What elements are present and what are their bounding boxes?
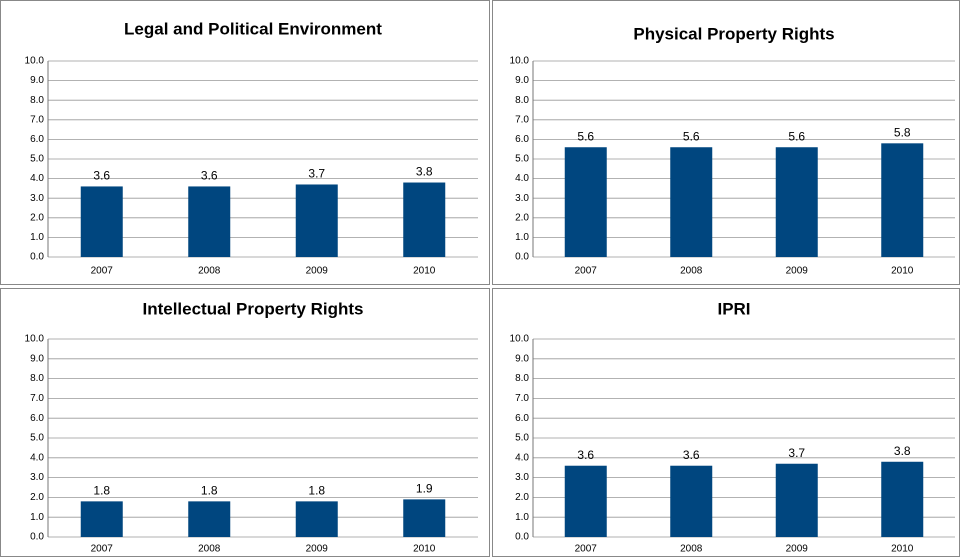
y-tick-label: 0.0 [30,532,44,543]
y-tick-label: 9.0 [30,75,44,86]
y-tick-label: 5.0 [30,154,44,165]
bar [670,147,713,257]
x-tick-label: 2009 [306,266,329,277]
y-tick-label: 3.0 [30,193,44,204]
bar [295,184,338,257]
bar [188,186,231,257]
y-tick-label: 1.0 [515,512,529,523]
bar [775,463,818,537]
chart-title: Physical Property Rights [633,24,834,43]
bar [881,461,924,537]
bar [295,501,338,537]
y-tick-label: 1.0 [515,232,529,243]
x-tick-label: 2010 [413,266,436,277]
y-tick-label: 7.0 [515,114,529,125]
y-tick-label: 4.0 [515,173,529,184]
y-tick-label: 4.0 [515,452,529,463]
x-tick-label: 2008 [198,266,221,277]
y-tick-label: 0.0 [515,252,529,263]
y-tick-label: 10.0 [25,334,45,345]
bar [564,465,607,537]
y-tick-label: 2.0 [515,492,529,503]
x-tick-label: 2008 [680,266,703,277]
x-tick-label: 2009 [786,544,809,555]
data-label: 3.6 [683,448,700,462]
data-label: 3.6 [201,169,218,183]
x-tick-label: 2010 [891,544,914,555]
y-tick-label: 6.0 [30,134,44,145]
data-label: 5.8 [894,125,911,139]
y-tick-label: 7.0 [30,393,44,404]
bar [670,465,713,537]
bar [188,501,231,537]
data-label: 3.7 [788,446,805,460]
bar [775,147,818,257]
data-label: 1.8 [201,484,218,498]
y-tick-label: 9.0 [30,353,44,364]
y-tick-label: 10.0 [510,56,530,67]
bar [80,501,123,537]
y-tick-label: 10.0 [25,56,45,67]
y-tick-label: 2.0 [515,212,529,223]
data-label: 5.6 [577,129,594,143]
y-tick-label: 4.0 [30,452,44,463]
chart-title: IPRI [717,299,750,318]
y-tick-label: 9.0 [515,75,529,86]
x-tick-label: 2009 [786,266,809,277]
x-tick-label: 2009 [306,544,329,555]
data-label: 1.8 [93,484,110,498]
y-tick-label: 5.0 [30,433,44,444]
y-tick-label: 3.0 [515,472,529,483]
bar [881,143,924,257]
y-tick-label: 2.0 [30,492,44,503]
y-tick-label: 0.0 [30,252,44,263]
panel [0,0,490,285]
y-tick-label: 3.0 [515,193,529,204]
y-tick-label: 6.0 [30,413,44,424]
bar [564,147,607,257]
panel [492,0,960,285]
y-tick-label: 8.0 [30,373,44,384]
x-tick-label: 2010 [891,266,914,277]
y-tick-label: 0.0 [515,532,529,543]
y-tick-label: 5.0 [515,154,529,165]
x-tick-label: 2007 [91,544,114,555]
data-label: 1.8 [308,484,325,498]
y-tick-label: 8.0 [515,95,529,106]
chart-title: Intellectual Property Rights [142,299,363,318]
bar [403,182,446,257]
y-tick-label: 6.0 [515,134,529,145]
x-tick-label: 2007 [575,544,598,555]
data-label: 1.9 [416,482,433,496]
y-tick-label: 9.0 [515,353,529,364]
y-tick-label: 1.0 [30,512,44,523]
data-label: 5.6 [683,129,700,143]
data-label: 3.6 [577,448,594,462]
chart-title: Legal and Political Environment [124,19,382,38]
y-tick-label: 2.0 [30,212,44,223]
y-tick-label: 6.0 [515,413,529,424]
y-tick-label: 4.0 [30,173,44,184]
data-label: 3.8 [894,444,911,458]
data-label: 3.8 [416,165,433,179]
x-tick-label: 2007 [575,266,598,277]
data-label: 5.6 [788,129,805,143]
y-tick-label: 5.0 [515,433,529,444]
data-label: 3.7 [308,167,325,181]
y-tick-label: 3.0 [30,472,44,483]
y-tick-label: 8.0 [30,95,44,106]
y-tick-label: 8.0 [515,373,529,384]
x-tick-label: 2010 [413,544,436,555]
x-tick-label: 2007 [91,266,114,277]
y-tick-label: 1.0 [30,232,44,243]
y-tick-label: 7.0 [30,114,44,125]
y-tick-label: 10.0 [510,334,530,345]
x-tick-label: 2008 [198,544,221,555]
y-tick-label: 7.0 [515,393,529,404]
data-label: 3.6 [93,169,110,183]
bar [80,186,123,257]
bar [403,499,446,537]
x-tick-label: 2008 [680,544,703,555]
